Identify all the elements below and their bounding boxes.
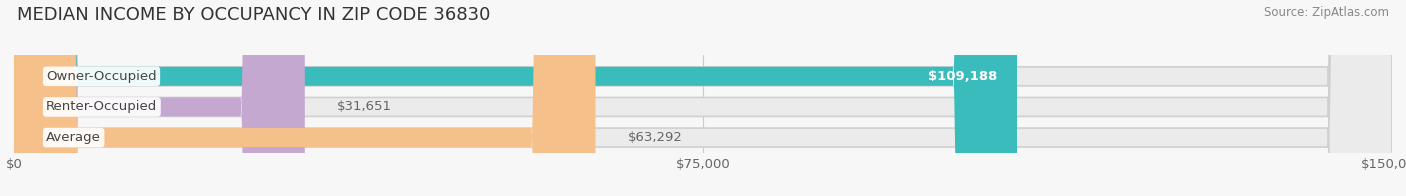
FancyBboxPatch shape [14,0,1392,196]
Text: MEDIAN INCOME BY OCCUPANCY IN ZIP CODE 36830: MEDIAN INCOME BY OCCUPANCY IN ZIP CODE 3… [17,6,491,24]
FancyBboxPatch shape [14,0,1392,196]
Text: $63,292: $63,292 [627,131,682,144]
Text: Source: ZipAtlas.com: Source: ZipAtlas.com [1264,6,1389,19]
Text: Owner-Occupied: Owner-Occupied [46,70,157,83]
Text: Average: Average [46,131,101,144]
FancyBboxPatch shape [14,0,596,196]
Text: $31,651: $31,651 [337,100,392,113]
Text: $109,188: $109,188 [928,70,998,83]
FancyBboxPatch shape [14,0,1017,196]
Text: Renter-Occupied: Renter-Occupied [46,100,157,113]
FancyBboxPatch shape [14,0,305,196]
FancyBboxPatch shape [14,0,1392,196]
